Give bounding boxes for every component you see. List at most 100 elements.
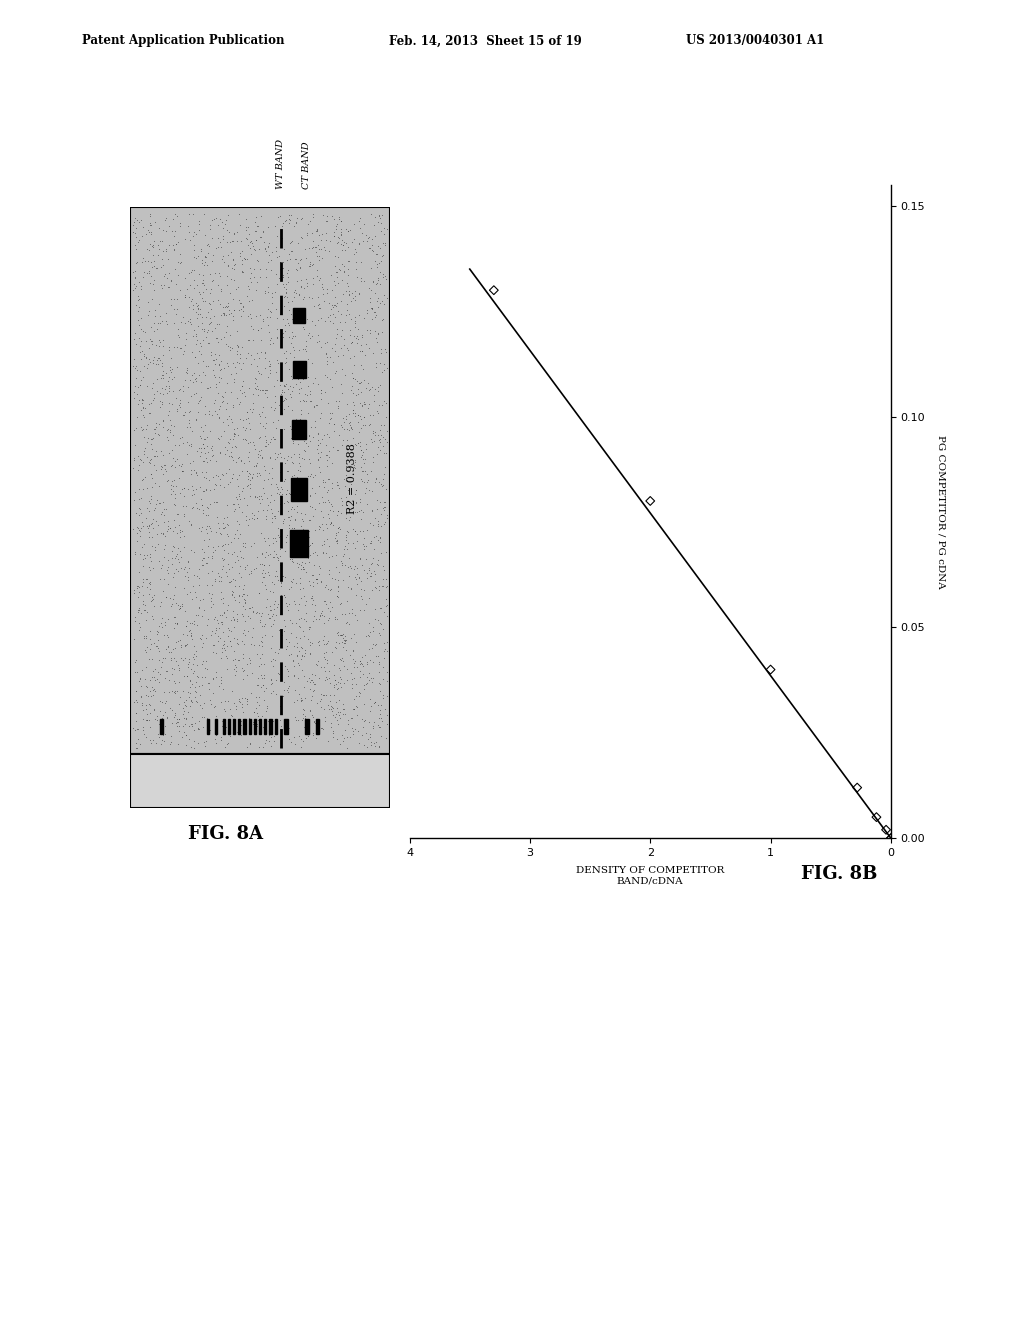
Point — [152, 615, 168, 636]
Point — [179, 310, 196, 331]
Point — [318, 649, 335, 671]
Point — [276, 678, 293, 700]
Point — [301, 545, 317, 566]
Point — [343, 557, 359, 578]
Point — [349, 329, 366, 350]
Point — [295, 474, 311, 495]
Point — [158, 499, 174, 520]
Point — [172, 520, 188, 541]
Point — [322, 690, 338, 711]
Point — [261, 244, 278, 265]
Point — [141, 222, 158, 243]
Point — [219, 659, 236, 680]
Point — [157, 723, 173, 744]
Point — [138, 642, 155, 663]
Point — [255, 470, 271, 491]
Point — [242, 470, 258, 491]
Point — [131, 598, 147, 619]
Point — [231, 556, 248, 577]
Point — [191, 499, 208, 520]
Point — [287, 279, 303, 300]
Point — [330, 702, 346, 723]
Point — [148, 511, 165, 532]
Point — [164, 663, 180, 684]
Point — [169, 544, 185, 565]
Point — [283, 731, 299, 752]
Point — [303, 669, 319, 690]
Point — [348, 696, 365, 717]
Point — [220, 543, 237, 564]
Point — [325, 436, 341, 457]
Point — [196, 480, 212, 502]
Point — [370, 513, 386, 535]
Point — [364, 234, 380, 255]
Point — [294, 552, 310, 573]
Point — [274, 381, 291, 403]
Point — [367, 564, 383, 585]
Point — [137, 347, 154, 368]
Point — [279, 263, 295, 284]
Point — [155, 240, 171, 261]
Point — [304, 587, 321, 609]
Point — [281, 515, 297, 536]
Point — [279, 351, 295, 372]
Point — [346, 502, 362, 523]
Point — [356, 539, 373, 560]
Point — [215, 228, 231, 249]
Point — [155, 383, 171, 404]
Point — [262, 544, 279, 565]
Point — [132, 330, 148, 351]
Point — [132, 602, 148, 623]
Point — [368, 356, 384, 378]
Point — [372, 661, 388, 682]
Point — [222, 269, 239, 290]
Point — [293, 248, 309, 269]
Point — [279, 593, 295, 614]
Point — [302, 643, 318, 664]
Point — [146, 251, 163, 272]
Bar — [264, 719, 266, 734]
Point — [356, 644, 373, 665]
Point — [289, 502, 305, 523]
Point — [257, 546, 273, 568]
Point — [297, 426, 313, 447]
Point — [238, 216, 254, 238]
Point — [220, 525, 237, 546]
Point — [358, 737, 375, 758]
Point — [372, 624, 388, 645]
Point — [208, 721, 224, 742]
Point — [362, 696, 379, 717]
Point — [134, 693, 151, 714]
Point — [145, 595, 162, 616]
Point — [337, 719, 353, 741]
Point — [337, 536, 353, 557]
Point — [260, 232, 276, 253]
Point — [187, 302, 204, 323]
Point — [198, 667, 214, 688]
Point — [164, 475, 180, 496]
Point — [351, 421, 368, 442]
Point — [211, 521, 227, 543]
Point — [152, 331, 168, 352]
Point — [133, 279, 150, 300]
Point — [352, 520, 369, 541]
Point — [301, 424, 317, 445]
Point — [204, 545, 220, 566]
Point — [141, 500, 158, 521]
Point — [295, 364, 311, 385]
Point — [323, 403, 339, 424]
Point — [357, 482, 374, 503]
Point — [351, 304, 368, 325]
Point — [242, 652, 258, 673]
Point — [143, 513, 160, 535]
Point — [201, 236, 217, 257]
Point — [261, 535, 278, 556]
Point — [188, 655, 205, 676]
Point — [210, 236, 226, 257]
Point — [371, 252, 387, 273]
Point — [303, 496, 319, 517]
Point — [145, 678, 162, 700]
Point — [326, 665, 342, 686]
Point — [193, 416, 209, 437]
Point — [338, 232, 354, 253]
